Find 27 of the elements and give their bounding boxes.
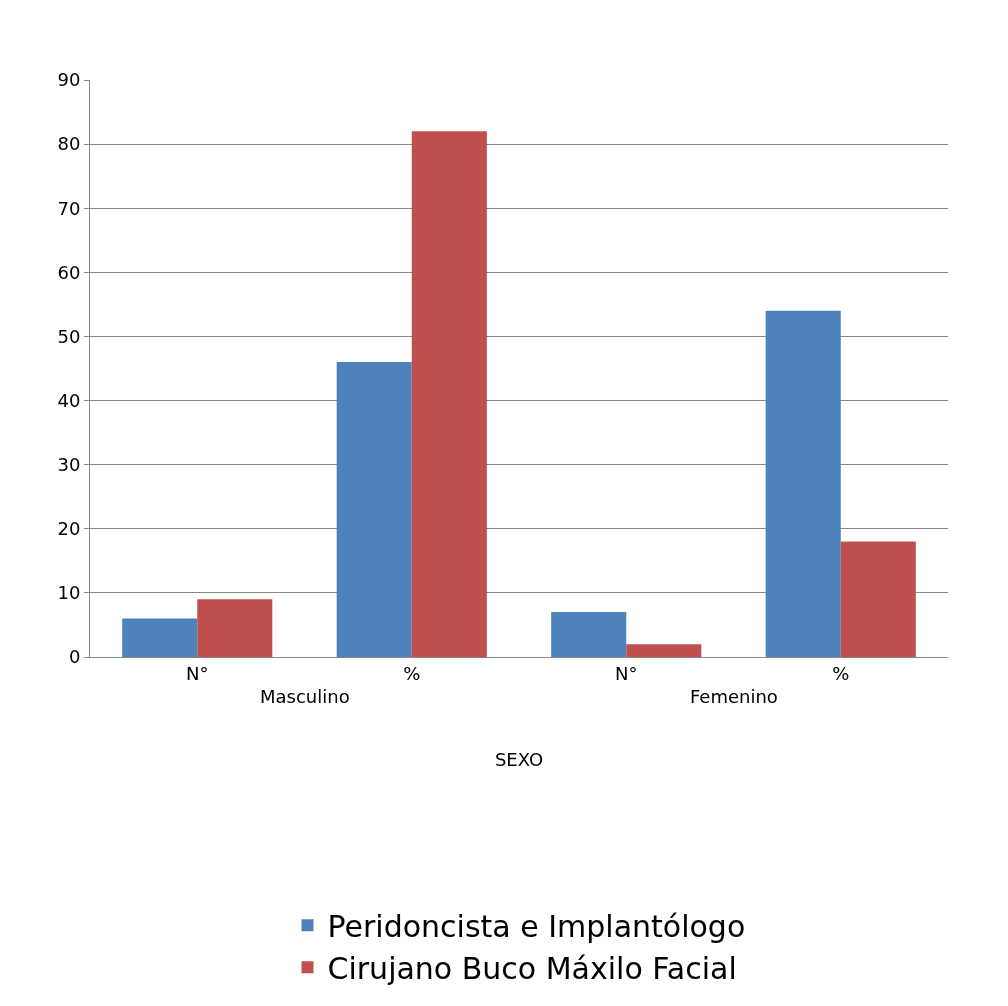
x-tick-label: N° — [615, 662, 638, 684]
text: Femenino — [690, 686, 778, 707]
y-tick-label: 30 — [57, 453, 81, 475]
y-tick-label: 60 — [57, 261, 81, 283]
y-tick-label: 0 — [68, 646, 81, 668]
y-tick-label: 80 — [57, 133, 81, 155]
bar — [336, 362, 412, 657]
y-tick-label: 20 — [57, 518, 81, 540]
x-tick-label: N° — [186, 662, 209, 684]
y-tick-label: 10 — [57, 582, 81, 604]
bar — [122, 618, 198, 657]
bar — [626, 644, 702, 657]
bar — [197, 599, 273, 657]
text: Masculino — [260, 686, 350, 707]
legend-label: Peridoncista e Implantólogo — [327, 909, 746, 945]
bar — [551, 612, 627, 657]
bar — [411, 131, 487, 657]
y-tick-label: 50 — [57, 325, 81, 347]
y-tick-label: 40 — [57, 389, 81, 411]
x-tick-label: % — [832, 662, 850, 684]
bar — [840, 541, 916, 657]
y-tick-label: 90 — [57, 69, 81, 91]
x-tick-label: % — [403, 662, 421, 684]
legend-label: Cirujano Buco Máxilo Facial — [327, 951, 737, 987]
x-axis-title: SEXO — [494, 748, 544, 770]
y-tick-label: 70 — [57, 197, 81, 219]
bar — [765, 310, 841, 657]
